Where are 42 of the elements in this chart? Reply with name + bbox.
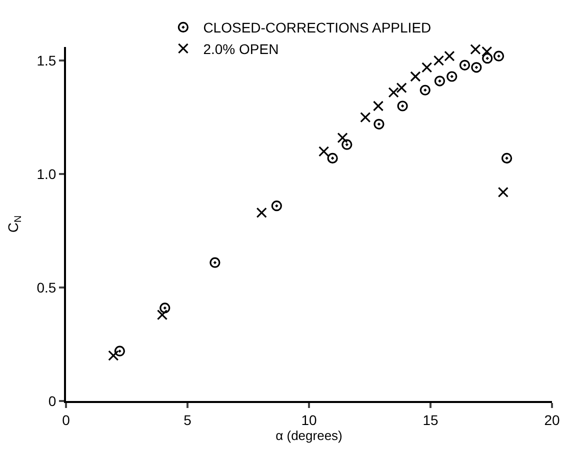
point <box>446 71 458 82</box>
point <box>108 350 119 361</box>
x-tick-label: 15 <box>422 412 438 428</box>
x-tick-label: 5 <box>184 412 192 428</box>
point <box>420 84 430 96</box>
point <box>498 186 508 198</box>
point <box>337 132 348 144</box>
point <box>114 346 125 356</box>
point <box>396 82 407 94</box>
point <box>327 152 338 164</box>
point <box>360 112 371 123</box>
point <box>388 87 399 98</box>
legend-label: CLOSED-CORRECTIONS APPLIED <box>203 20 432 36</box>
point <box>444 50 455 62</box>
point <box>433 55 444 66</box>
point <box>434 76 446 86</box>
point <box>256 207 267 218</box>
point <box>318 146 330 157</box>
point <box>502 152 512 164</box>
point <box>397 100 408 112</box>
y-tick-label: 1.5 <box>36 52 56 69</box>
point <box>459 60 470 70</box>
x-tick-label: 0 <box>62 412 70 428</box>
point <box>493 50 504 62</box>
point <box>210 257 220 268</box>
point <box>156 309 168 320</box>
point <box>342 139 352 150</box>
legend-label: 2.0% OPEN <box>203 40 279 57</box>
y-tick-label: 0.5 <box>36 279 56 296</box>
point <box>410 71 421 82</box>
x-tick-label: 10 <box>301 412 317 428</box>
point <box>271 200 282 212</box>
point <box>372 100 384 112</box>
point <box>374 118 384 130</box>
point <box>160 302 170 314</box>
point <box>482 53 493 64</box>
y-tick-label: 1.0 <box>36 166 56 182</box>
point <box>422 62 432 73</box>
point <box>471 62 482 73</box>
x-axis-title: α (degrees) <box>276 428 342 443</box>
x-tick-label: 20 <box>544 412 560 428</box>
y-tick-label: 0 <box>48 392 56 409</box>
